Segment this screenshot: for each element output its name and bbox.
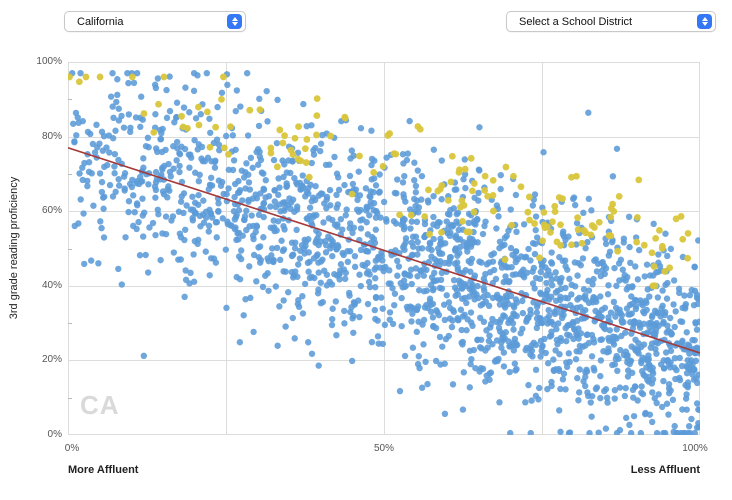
y-tick-label: 80% bbox=[41, 131, 62, 142]
select-stepper-icon bbox=[227, 14, 242, 29]
district-select[interactable]: Select a School District bbox=[506, 11, 716, 32]
state-select-value: California bbox=[77, 15, 124, 28]
x-tick-label: 50% bbox=[373, 443, 395, 454]
select-stepper-icon bbox=[697, 14, 712, 29]
state-watermark: CA bbox=[80, 390, 120, 420]
x-tick-label: 0% bbox=[64, 443, 80, 454]
y-tick-label: 100% bbox=[36, 56, 62, 67]
y-tick-label: 0% bbox=[47, 429, 62, 440]
y-axis-title: 3rd grade reading proficiency bbox=[8, 176, 20, 320]
district-select-value: Select a School District bbox=[519, 15, 633, 28]
x-axis-label-left: More Affluent bbox=[68, 464, 139, 476]
scatter-plot[interactable] bbox=[68, 62, 700, 435]
y-tick-label: 20% bbox=[41, 354, 62, 365]
x-tick-label: 100% bbox=[682, 443, 708, 454]
y-tick-label: 60% bbox=[41, 205, 62, 216]
x-axis-label-right: Less Affluent bbox=[630, 464, 700, 476]
state-select[interactable]: California bbox=[64, 11, 246, 32]
y-tick-label: 40% bbox=[41, 280, 62, 291]
